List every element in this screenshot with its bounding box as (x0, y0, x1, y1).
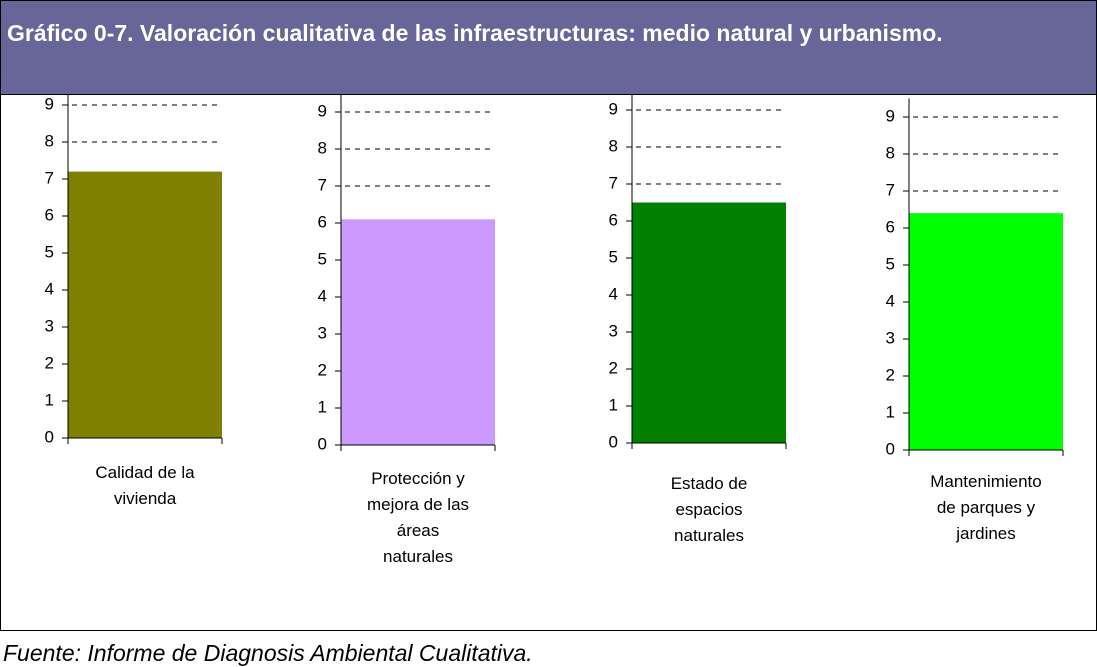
y-tick-label: 6 (45, 205, 54, 224)
y-tick-label: 9 (318, 101, 327, 120)
y-tick-label: 2 (609, 358, 618, 377)
y-tick-label: 7 (886, 180, 895, 199)
y-tick-label: 8 (886, 143, 895, 162)
y-tick-label: 6 (318, 212, 327, 231)
bar (68, 171, 222, 438)
y-tick-label: 5 (609, 247, 618, 266)
y-tick-label: 6 (609, 210, 618, 229)
y-tick-label: 4 (886, 291, 895, 310)
y-tick-label: 1 (45, 390, 54, 409)
y-tick-label: 3 (45, 316, 54, 335)
y-tick-label: 4 (45, 279, 54, 298)
x-tick-label: Calidad de la vivienda (95, 463, 195, 508)
y-tick-label: 8 (609, 136, 618, 155)
y-tick-label: 2 (45, 353, 54, 372)
title: Gráfico 0-7. Valoración cualitativa de l… (7, 20, 943, 46)
bar (341, 219, 495, 445)
header: Gráfico 0-7. Valoración cualitativa de l… (0, 0, 1097, 95)
y-tick-label: 5 (318, 249, 327, 268)
y-tick-label: 8 (45, 131, 54, 150)
y-tick-label: 1 (609, 395, 618, 414)
y-tick-label: 5 (886, 254, 895, 273)
x-tick-label: Estado de espacios naturales (670, 474, 748, 545)
y-tick-label: 0 (609, 432, 618, 451)
y-tick-label: 0 (45, 427, 54, 446)
y-tick-label: 3 (609, 321, 618, 340)
y-tick-label: 7 (318, 175, 327, 194)
y-tick-label: 9 (45, 94, 54, 113)
y-tick-label: 7 (45, 168, 54, 187)
y-tick-label: 2 (886, 365, 895, 384)
x-tick-label: Mantenimiento de parques y jardines (930, 472, 1042, 543)
y-tick-label: 4 (609, 284, 618, 303)
bar (632, 202, 786, 443)
y-tick-label: 7 (609, 173, 618, 192)
bar (909, 213, 1063, 450)
y-tick-label: 9 (609, 99, 618, 118)
y-tick-label: 3 (318, 323, 327, 342)
x-tick-label: Protección y mejora de las áreas natural… (366, 469, 470, 566)
y-tick-label: 9 (886, 106, 895, 125)
y-tick-label: 1 (886, 402, 895, 421)
y-tick-label: 0 (318, 434, 327, 453)
y-tick-label: 2 (318, 360, 327, 379)
source: Fuente: Informe de Diagnosis Ambiental C… (3, 640, 533, 666)
y-tick-label: 4 (318, 286, 327, 305)
y-tick-label: 1 (318, 397, 327, 416)
y-tick-label: 5 (45, 242, 54, 261)
y-tick-label: 3 (886, 328, 895, 347)
y-tick-label: 6 (886, 217, 895, 236)
y-tick-label: 8 (318, 138, 327, 157)
y-tick-label: 0 (886, 439, 895, 458)
